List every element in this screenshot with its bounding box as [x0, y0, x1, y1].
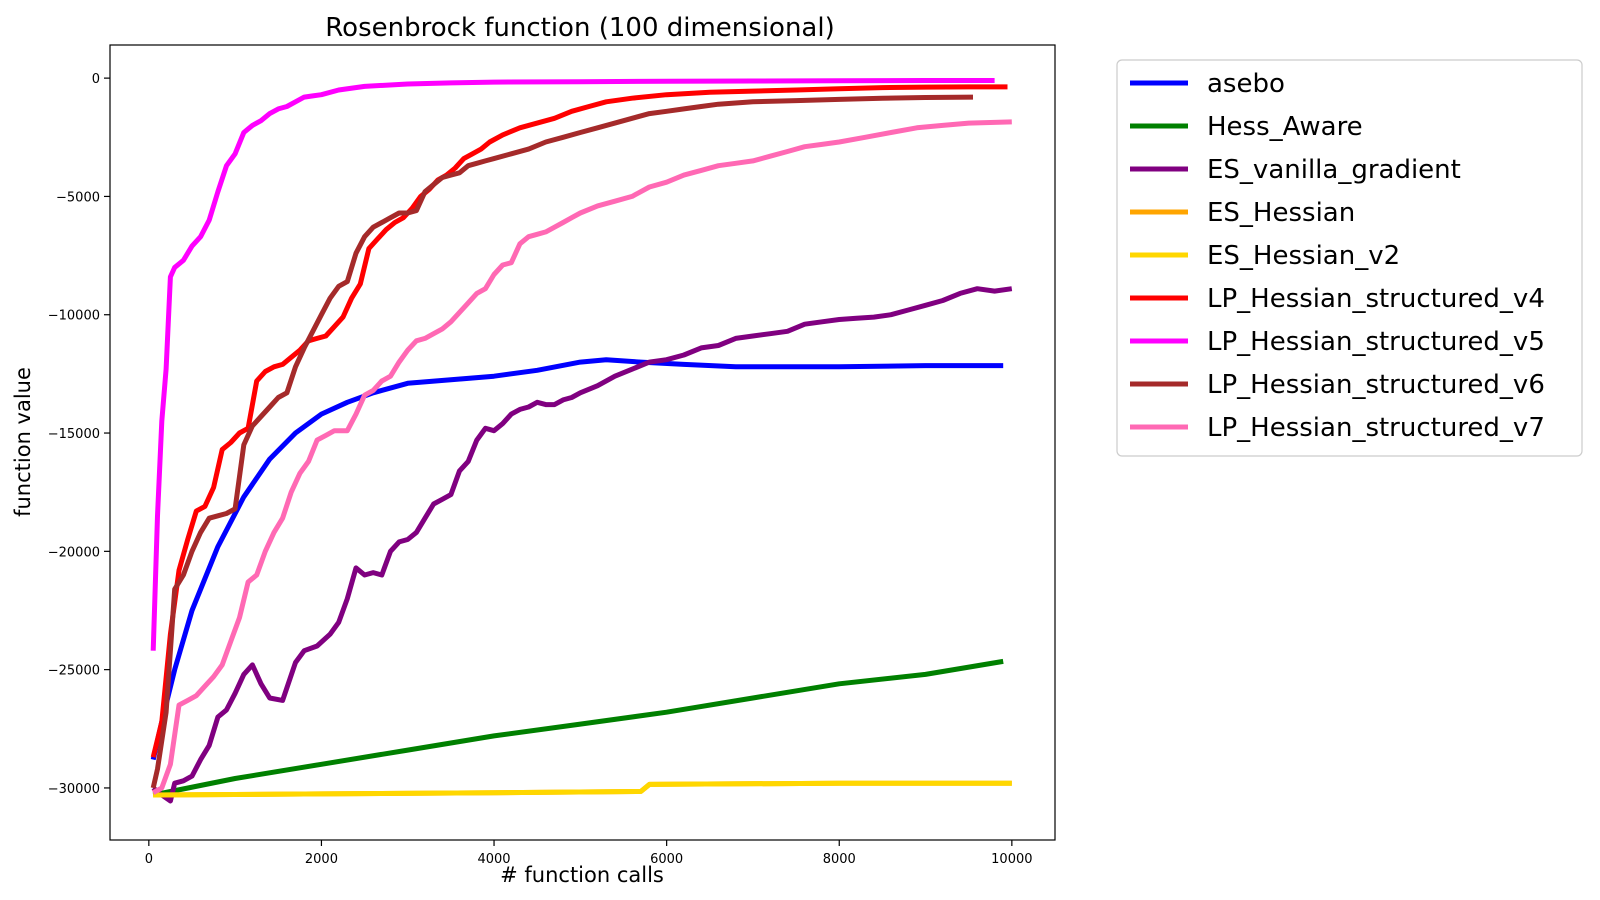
y-tick-label: −5000 — [56, 190, 100, 205]
legend-label: ES_vanilla_gradient — [1207, 155, 1461, 185]
series-line-lp-hessian-structured-v6 — [150, 94, 974, 789]
legend-label: LP_Hessian_structured_v6 — [1207, 370, 1545, 400]
y-tick-label: 0 — [92, 72, 100, 87]
series-line-lp-hessian-structured-v4 — [150, 84, 1008, 758]
y-tick-label: −10000 — [48, 309, 100, 324]
x-tick-label: 8000 — [823, 852, 856, 867]
x-axis: 0 2000 4000 6000 8000 10000 — [145, 840, 1033, 867]
y-tick-label: −15000 — [48, 427, 100, 442]
y-axis: 0 −5000 −10000 −15000 −20000 −25000 −30000 — [48, 72, 110, 797]
series-line-lp-hessian-structured-v7 — [151, 119, 1012, 795]
x-tick-label: 0 — [145, 852, 153, 867]
legend-label: LP_Hessian_structured_v5 — [1207, 327, 1545, 357]
series-line-hess-aware — [152, 658, 1004, 798]
legend-label: ES_Hessian — [1207, 198, 1355, 228]
chart-title: Rosenbrock function (100 dimensional) — [325, 13, 834, 43]
series-group — [150, 78, 1013, 804]
legend-box — [1116, 59, 1583, 457]
x-tick-label: 10000 — [991, 852, 1032, 867]
plot-border — [109, 44, 1056, 841]
y-tick-label: −25000 — [48, 664, 100, 679]
legend-label: ES_Hessian_v2 — [1207, 241, 1400, 271]
x-tick-label: 4000 — [477, 852, 510, 867]
legend-label: asebo — [1207, 69, 1285, 99]
y-tick-label: −20000 — [48, 545, 100, 560]
legend-label: Hess_Aware — [1207, 112, 1363, 142]
legend-label: LP_Hessian_structured_v7 — [1207, 413, 1545, 443]
plot-background — [110, 45, 1055, 840]
series-line-es-hessian-v2 — [153, 780, 1012, 798]
x-tick-label: 2000 — [305, 852, 338, 867]
x-tick-label: 6000 — [650, 852, 683, 867]
series-line-es-vanilla-gradient — [151, 286, 1013, 804]
plot-area — [109, 44, 1056, 841]
legend-items: asebo Hess_Aware ES_vanilla_gradient ES_Hes… — [1130, 69, 1545, 443]
series-line-asebo — [150, 357, 1004, 761]
y-axis-title: function value — [11, 367, 35, 517]
legend: asebo Hess_Aware ES_vanilla_gradient ES_Hes… — [1116, 59, 1583, 457]
x-axis-title: # function calls — [500, 863, 664, 887]
legend-label: LP_Hessian_structured_v4 — [1207, 284, 1545, 314]
series-line-lp-hessian-structured-v5 — [150, 78, 995, 651]
y-tick-label: −30000 — [48, 782, 100, 797]
